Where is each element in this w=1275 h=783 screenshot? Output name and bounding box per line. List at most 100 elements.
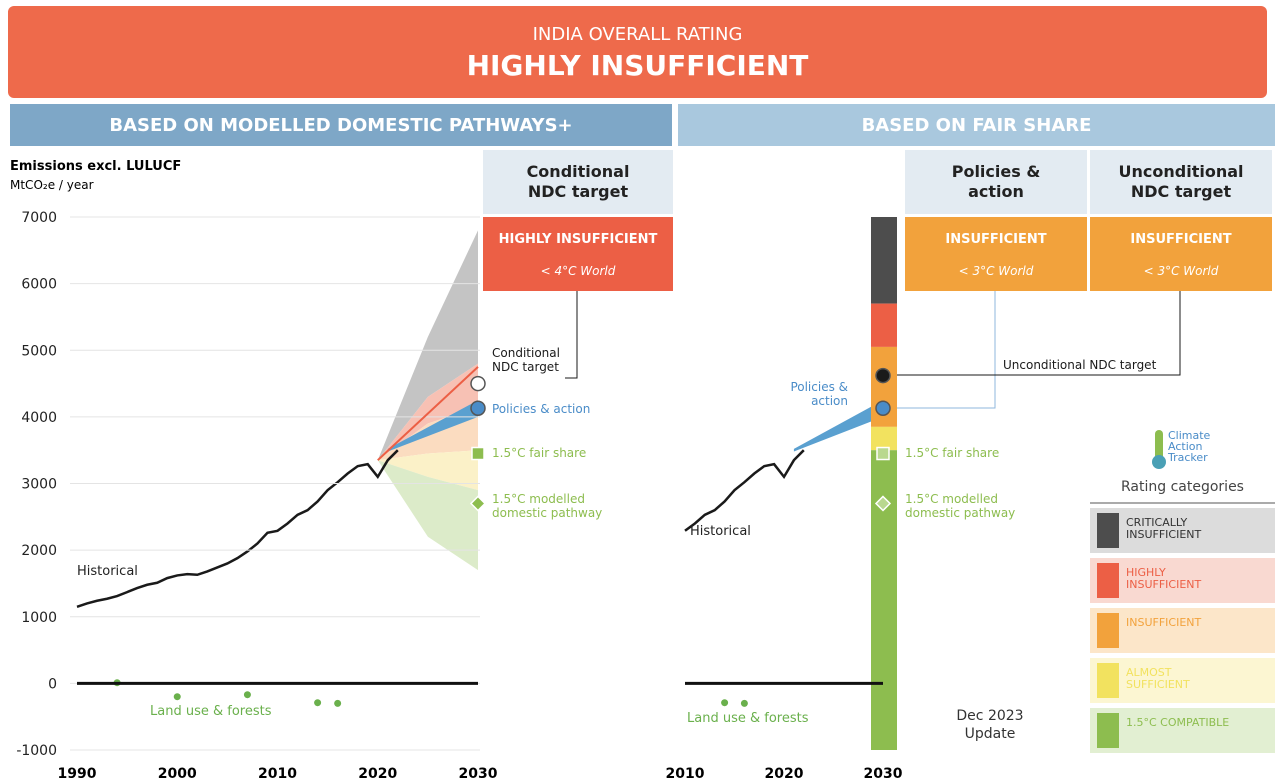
logo-bulb [1152, 455, 1166, 469]
y-axis-unit: MtCO₂e / year [10, 178, 94, 192]
connector [883, 291, 1181, 376]
legend-swatch [1097, 613, 1119, 648]
y-tick-label: 1000 [21, 610, 57, 626]
logo-thermometer [1155, 430, 1163, 460]
historical-label: Historical [690, 524, 751, 539]
rating-band [377, 460, 478, 571]
panel-rating [1090, 217, 1272, 291]
y-tick-label: 5000 [21, 343, 57, 359]
plot [76, 230, 478, 707]
legend-label: CRITICALLY INSUFFICIENT [1126, 516, 1202, 541]
section-right: BASED ON FAIR SHARE [678, 104, 1275, 146]
banner-title: HIGHLY INSUFFICIENT [466, 49, 809, 82]
target-marker [470, 400, 486, 416]
section-left: BASED ON MODELLED DOMESTIC PATHWAYS+ [10, 104, 672, 146]
legend-title: Rating categories [1121, 479, 1244, 495]
land-use-label: Land use & forests [687, 711, 809, 726]
panel-rating-text: INSUFFICIENT [945, 232, 1047, 247]
y-axis-label: Emissions excl. LULUCF [10, 159, 182, 174]
land-use-label: Land use & forests [150, 704, 272, 719]
y-tick-label: 4000 [21, 410, 57, 426]
panel-world: < 4°C World [540, 264, 616, 278]
fair-share-segment [871, 426, 897, 451]
legend-label: INSUFFICIENT [1126, 616, 1202, 629]
panel-rating-text: HIGHLY INSUFFICIENT [498, 232, 658, 247]
y-tick-label: 7000 [21, 210, 57, 226]
target-label: Policies & action [790, 380, 848, 408]
panel-heading: Unconditional NDC target [1090, 150, 1272, 214]
land-use-point [721, 699, 729, 707]
x-tick-label: 2030 [459, 766, 498, 782]
panel-rating-text: INSUFFICIENT [1130, 232, 1232, 247]
land-use-point [740, 699, 748, 707]
panel-heading: Conditional NDC target [483, 150, 673, 214]
target-label: Policies & action [492, 402, 591, 416]
land-use-point [243, 691, 251, 699]
x-tick-label: 2020 [765, 766, 804, 782]
legend-bg [1090, 608, 1275, 653]
rating-band [387, 400, 478, 452]
y-tick-label: 6000 [21, 277, 57, 293]
x-tick-label: 2030 [864, 766, 903, 782]
fair-share-segment [871, 303, 897, 347]
connector [565, 291, 578, 379]
y-tick-label: 0 [48, 676, 57, 692]
target-label: Conditional NDC target [492, 346, 560, 374]
land-use-point [334, 699, 342, 707]
banner-subtitle: INDIA OVERALL RATING [532, 24, 743, 45]
target-label: 1.5°C modelled domestic pathway [492, 492, 603, 520]
pathway-line [377, 366, 479, 461]
target-marker [875, 367, 891, 384]
rating-band [377, 230, 478, 461]
target-label: Unconditional NDC target [1003, 358, 1157, 372]
legend-label: ALMOST SUFFICIENT [1126, 666, 1190, 691]
legend-bg [1090, 708, 1275, 753]
plot [684, 400, 883, 707]
legend-swatch [1097, 563, 1119, 598]
y-tick-label: -1000 [16, 743, 57, 759]
land-use-point [173, 693, 181, 701]
connector [883, 291, 996, 409]
x-tick-label: 2010 [258, 766, 297, 782]
panel-world: < 3°C World [958, 264, 1034, 278]
legend-bg [1090, 658, 1275, 703]
rating-band [377, 450, 478, 491]
legend-bg [1090, 508, 1275, 553]
historical-line [684, 449, 805, 532]
y-tick-label: 2000 [21, 543, 57, 559]
historical-label: Historical [77, 564, 138, 579]
rating-band [793, 400, 883, 452]
target-label: 1.5°C modelled domestic pathway [905, 492, 1016, 520]
legend-swatch [1097, 663, 1119, 698]
panel-world: < 3°C World [1143, 264, 1219, 278]
historical-line [76, 449, 399, 608]
panel-heading: Policies & action [905, 150, 1087, 214]
target-marker [874, 495, 892, 512]
legend-label: 1.5°C COMPATIBLE [1126, 716, 1230, 729]
banner: INDIA OVERALL RATING HIGHLY INSUFFICIENT [8, 6, 1267, 98]
x-tick-label: 2000 [158, 766, 197, 782]
target-marker [469, 495, 487, 512]
panel-rating [905, 217, 1087, 291]
legend-label: HIGHLY INSUFFICIENT [1126, 566, 1202, 591]
panel-rating [483, 217, 673, 291]
target-marker [875, 400, 891, 416]
update-note: Dec 2023 Update [956, 708, 1024, 742]
fair-share-segment [871, 217, 897, 304]
legend-swatch [1097, 513, 1119, 548]
target-label: 1.5°C fair share [905, 446, 1000, 460]
target-label: 1.5°C fair share [492, 446, 587, 460]
legend-swatch [1097, 713, 1119, 748]
target-marker [876, 446, 890, 461]
x-tick-label: 1990 [58, 766, 97, 782]
x-tick-label: 2020 [358, 766, 397, 782]
legend-bg [1090, 558, 1275, 603]
y-tick-label: 3000 [21, 477, 57, 493]
target-marker [470, 375, 486, 392]
target-marker [471, 446, 485, 461]
x-tick-label: 2010 [666, 766, 705, 782]
fair-share-segment [871, 450, 897, 750]
land-use-point [314, 699, 322, 707]
